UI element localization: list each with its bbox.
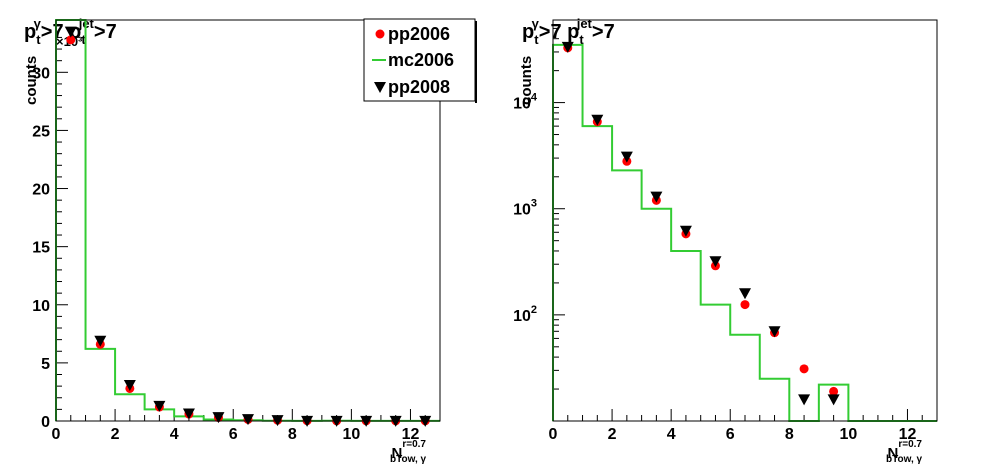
- left-x-tick-labels: 0 2 4 6 8 10 12: [52, 426, 420, 443]
- point-pp2008: [709, 256, 722, 268]
- left-title-sub: t: [36, 32, 41, 47]
- left-title-end: >7: [94, 21, 117, 43]
- left-title-sup: γ: [34, 16, 42, 31]
- left-xlabel: Nr=0.7 bTow, γ: [390, 439, 427, 465]
- legend-label-mc2006: mc2006: [388, 50, 454, 70]
- right-marks: [552, 41, 937, 422]
- left-y-tick-labels: 0 5 10 15 20 25 30: [32, 65, 50, 431]
- right-ticks: [552, 19, 938, 422]
- right-xlabel-sup: r=0.7: [898, 439, 922, 450]
- right-title-sub2: t: [579, 32, 584, 47]
- series-line-mc2006: [552, 43, 937, 422]
- y-tick-label: 30: [32, 65, 50, 82]
- y-tick-label: 5: [41, 356, 50, 373]
- left-title-base: p: [24, 21, 36, 43]
- legend-shadow: [475, 21, 477, 103]
- point-pp2008: [798, 394, 811, 406]
- x-tick-label: 4: [667, 426, 676, 443]
- left-ylabel: counts: [23, 56, 40, 105]
- right-xlabel: Nr=0.7 bTow, γ: [886, 439, 923, 465]
- x-tick-label: 8: [785, 426, 794, 443]
- point-pp2008: [768, 326, 781, 338]
- point-pp2008: [212, 412, 225, 424]
- legend-marker-pp2008: [374, 82, 386, 93]
- x-tick-label: 4: [170, 426, 179, 443]
- point-pp2006: [66, 35, 76, 45]
- point-pp2008: [739, 288, 751, 300]
- x-tick-label: 6: [726, 426, 735, 443]
- left-xlabel-sub: bTow, γ: [390, 454, 427, 465]
- y-tick-label: 15: [32, 240, 50, 257]
- x-tick-label: 12: [899, 426, 917, 443]
- point-pp2008: [94, 335, 107, 347]
- y-tick-label: 20: [32, 182, 50, 199]
- legend-marker-pp2006: [375, 29, 385, 39]
- x-tick-label: 2: [111, 426, 120, 443]
- x-tick-label: 2: [608, 426, 617, 443]
- x-tick-label: 8: [288, 426, 297, 443]
- y-tick-label: 103: [513, 198, 537, 219]
- right-y-tick-labels: 102 103 104: [513, 92, 538, 325]
- right-frame: [552, 19, 938, 422]
- point-pp2008: [679, 225, 692, 237]
- point-pp2006: [799, 364, 809, 374]
- legend: pp2006 mc2006 pp2008: [363, 18, 477, 103]
- left-xlabel-base: N: [392, 445, 403, 462]
- point-pp2008: [591, 114, 604, 126]
- point-pp2006: [740, 300, 750, 310]
- x-tick-label: 0: [52, 426, 61, 443]
- point-pp2008: [123, 379, 136, 391]
- x-tick-label: 6: [229, 426, 238, 443]
- left-frame: [55, 19, 441, 422]
- y-tick-label: 25: [32, 123, 50, 140]
- left-xlabel-sup: r=0.7: [402, 439, 426, 450]
- point-pp2008: [64, 26, 77, 38]
- legend-label-pp2008: pp2008: [388, 77, 450, 97]
- y-tick-label: 10: [32, 298, 50, 315]
- right-title-mid: >7 p: [539, 21, 580, 43]
- right-title-sub: t: [534, 32, 539, 47]
- y-tick-label: 0: [41, 414, 50, 431]
- right-title-end: >7: [592, 21, 615, 43]
- x-tick-label: 12: [402, 426, 420, 443]
- legend-label-pp2006: pp2006: [388, 24, 450, 44]
- point-pp2008: [650, 191, 663, 203]
- right-x-tick-labels: 0 2 4 6 8 10 12: [549, 426, 917, 443]
- point-pp2008: [620, 151, 633, 163]
- right-title-base: p: [522, 21, 534, 43]
- left-title-sub2: t: [81, 32, 86, 47]
- x-tick-label: 10: [342, 426, 360, 443]
- point-pp2008: [827, 394, 840, 406]
- point-pp2008: [242, 414, 254, 426]
- y-tick-label: 104: [513, 92, 538, 113]
- y-tick-label: 102: [513, 304, 537, 325]
- point-pp2008: [561, 41, 574, 53]
- point-pp2008: [153, 400, 166, 412]
- right-title-sup: γ: [532, 16, 540, 31]
- x-tick-label: 0: [549, 426, 558, 443]
- right-xlabel-sub: bTow, γ: [886, 454, 923, 465]
- point-pp2006: [829, 386, 839, 396]
- right-xlabel-base: N: [888, 445, 899, 462]
- right-ylabel: counts: [518, 56, 535, 105]
- x-tick-label: 10: [839, 426, 857, 443]
- right-title-sup2: jet: [576, 16, 593, 31]
- point-pp2008: [182, 408, 195, 420]
